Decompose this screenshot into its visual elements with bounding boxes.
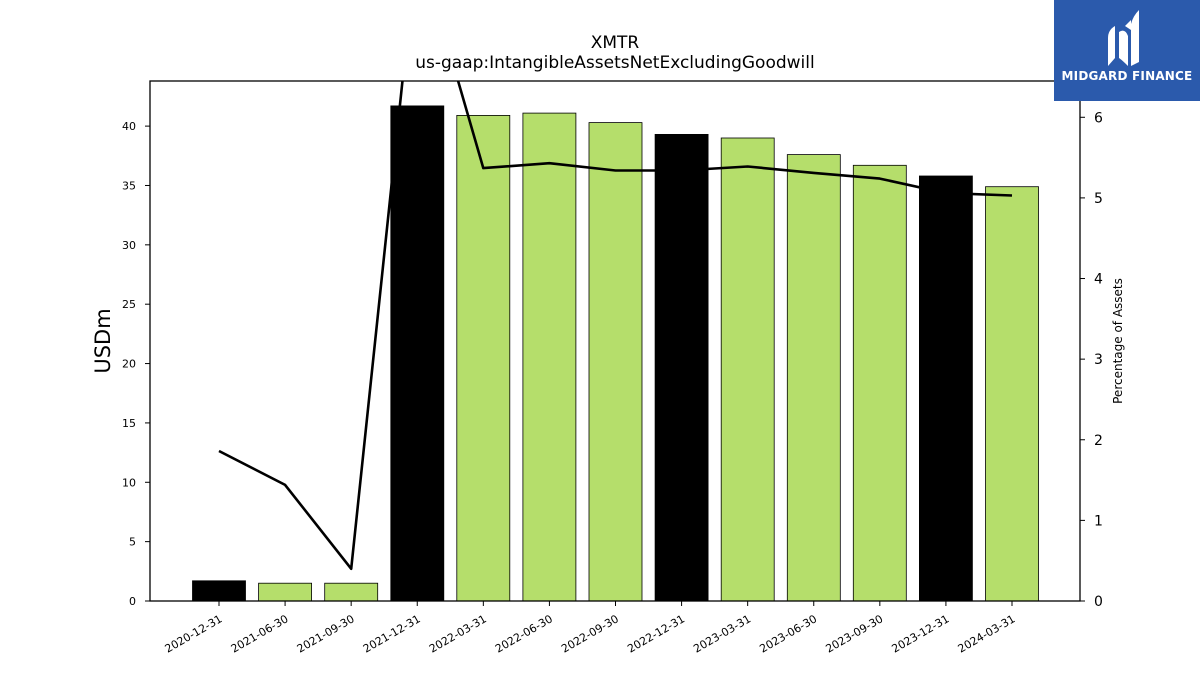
y-tick-label: 5 (129, 536, 136, 549)
logo-text: MIDGARD FINANCE (1061, 69, 1193, 83)
chart-subtitle: us-gaap:IntangibleAssetsNetExcludingGood… (415, 53, 814, 73)
x-tick-label: 2023-03-31 (691, 612, 753, 655)
y-tick-label: 15 (122, 417, 136, 430)
bar-2021-06-30 (258, 582, 313, 602)
bar-2023-12-31 (919, 175, 973, 602)
x-tick-label: 2023-06-30 (757, 612, 819, 655)
y-tick-label: 40 (122, 120, 136, 133)
y-tick-label: 20 (122, 358, 136, 371)
x-tick-label: 2021-09-30 (295, 612, 357, 655)
x-tick-label: 2021-06-30 (229, 612, 291, 655)
bar-2023-03-31 (720, 137, 775, 602)
bar-2021-12-31 (390, 105, 445, 602)
bar-2022-12-31 (654, 133, 709, 602)
x-tick-label: 2023-12-31 (890, 612, 952, 655)
y2-tick-label: 2 (1094, 433, 1103, 449)
chart-title: XMTR (591, 33, 640, 53)
x-tick-label: 2022-09-30 (559, 612, 621, 655)
bar-2023-09-30 (852, 164, 907, 602)
x-tick-label: 2021-12-31 (361, 612, 423, 655)
y-axis-left: 0 5 10 15 20 25 30 35 40 (122, 120, 150, 608)
y2-tick-label: 6 (1094, 110, 1103, 126)
y-tick-label: 10 (122, 476, 136, 489)
bar-2023-06-30 (786, 154, 841, 602)
y-tick-label: 35 (122, 179, 136, 192)
x-axis: 2020-12-31 2021-06-30 2021-09-30 2021-12-31… (163, 601, 1018, 656)
bar-2024-03-31 (985, 186, 1039, 602)
bar-2022-03-31 (456, 115, 511, 602)
x-tick-label: 2022-12-31 (625, 612, 687, 655)
y-axis-label-left: USDm (91, 308, 115, 373)
logo-mark-icon (1108, 10, 1139, 67)
y2-tick-label: 4 (1094, 272, 1103, 288)
x-tick-label: 2020-12-31 (163, 612, 225, 655)
x-tick-label: 2022-06-30 (493, 612, 555, 655)
y-tick-label: 0 (129, 595, 136, 608)
y2-tick-label: 0 (1094, 594, 1103, 610)
bar-2022-09-30 (588, 122, 643, 602)
y-axis-label-right: Percentage of Assets (1111, 278, 1125, 404)
percentage-line (218, 81, 1013, 571)
x-tick-label: 2022-03-31 (427, 612, 489, 655)
y2-tick-label: 5 (1094, 191, 1103, 207)
x-tick-label: 2023-09-30 (823, 612, 885, 655)
midgard-finance-logo: MIDGARD FINANCE (1054, 0, 1200, 101)
bar-2022-06-30 (522, 112, 577, 602)
y-axis-right: 0 1 2 3 4 5 6 (1080, 110, 1103, 610)
y2-tick-label: 1 (1094, 513, 1103, 529)
line-group (218, 81, 1013, 571)
y-tick-label: 30 (122, 239, 136, 252)
y-tick-label: 25 (122, 298, 136, 311)
bar-2021-09-30 (324, 582, 379, 602)
y2-tick-label: 3 (1094, 352, 1103, 368)
bar-2020-12-31 (192, 580, 246, 602)
x-tick-label: 2024-03-31 (956, 612, 1018, 655)
bar-group (192, 105, 1039, 602)
